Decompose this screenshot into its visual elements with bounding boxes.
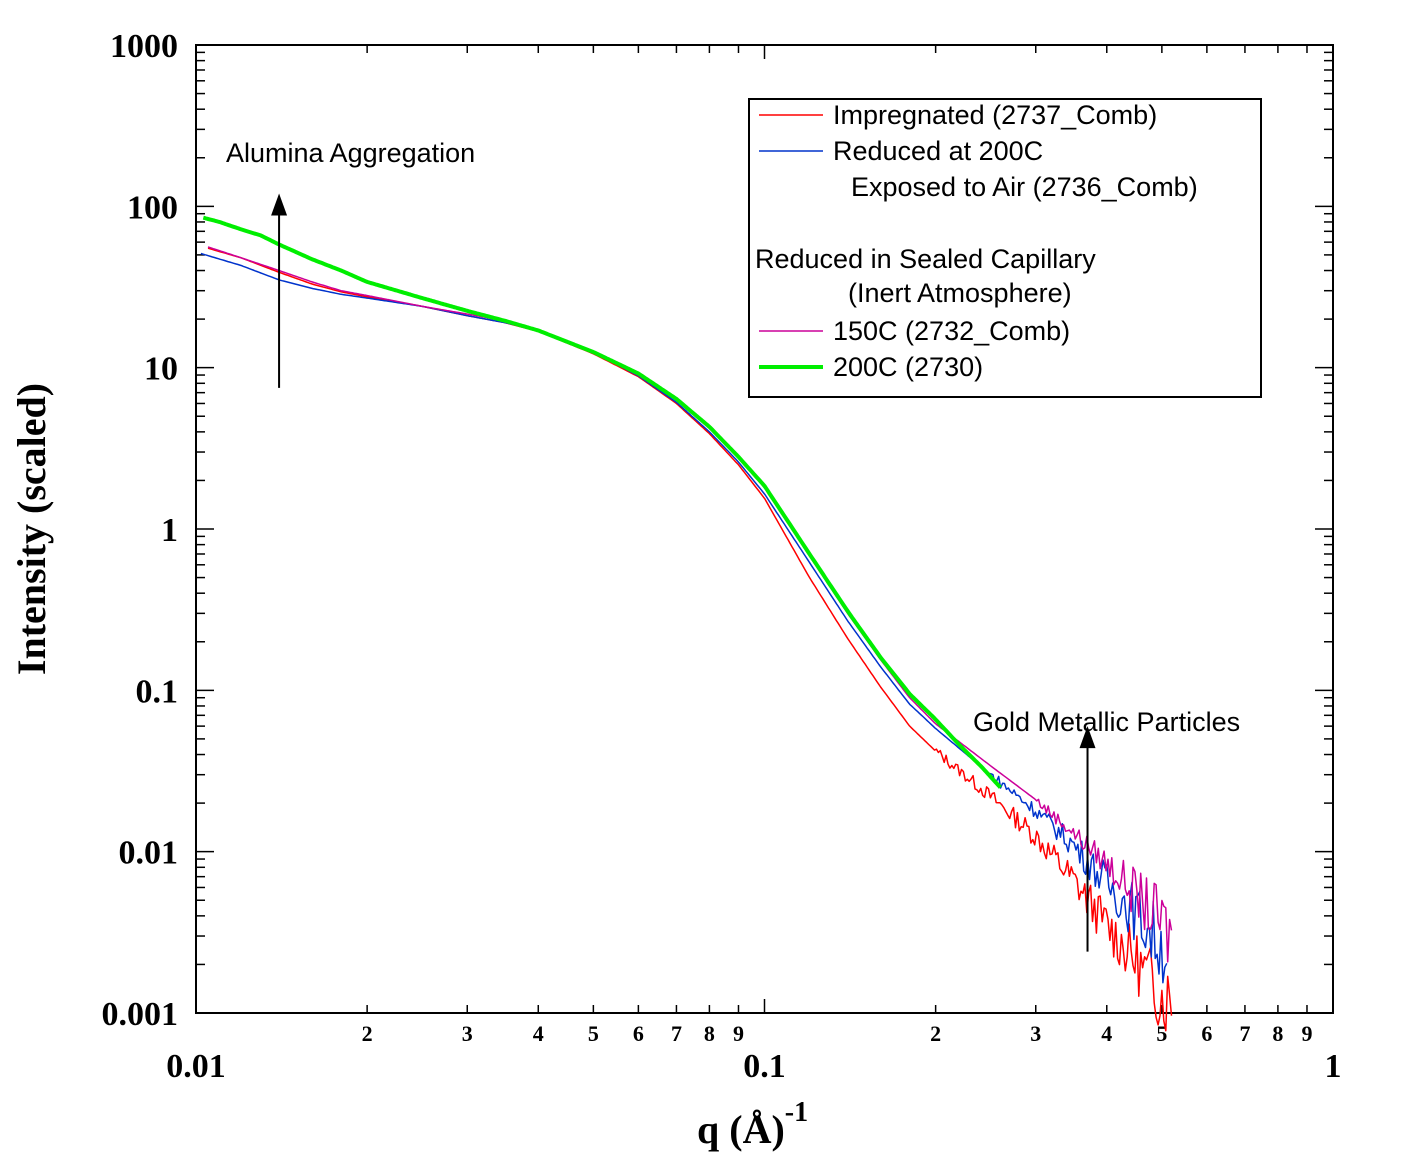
x-minor-tick-label: 5 [588,1021,599,1046]
annotation-arrow-head [1079,726,1096,749]
legend-entry-text: Exposed to Air (2736_Comb) [851,172,1198,202]
annotations: Alumina Aggregation Gold Metallic Particl… [226,138,1240,952]
legend-entry-text: Reduced in Sealed Capillary [755,244,1096,274]
y-axis-label: Intensity (scaled) [9,383,54,675]
x-minor-tick-label: 3 [462,1021,473,1046]
legend-box [748,98,1262,398]
x-minor-tick-label: 2 [930,1021,941,1046]
x-minor-tick-label: 7 [1239,1021,1250,1046]
tick-labels: 0.01 0.1 12 3 4 5 6 7 8 9 2 3 4 5 6 7 8 90.0010.010.11101… [102,28,1342,1085]
legend: Impregnated (2737_Comb) Reduced at 200C Ex… [748,98,1262,398]
series-line-1 [200,252,1168,984]
x-minor-tick-label: 9 [1301,1021,1312,1046]
legend-entry-text: 200C (2730) [833,352,983,382]
x-major-tick-label: 0.1 [743,1048,786,1085]
x-axis-label-text: q (Å) [697,1107,785,1152]
x-minor-tick-label: 3 [1030,1021,1041,1046]
x-axis-label: q (Å)-1 [697,1097,808,1152]
x-axis-label-superscript: -1 [785,1097,808,1128]
annotation-arrow-head [271,193,288,216]
legend-entry-text: Impregnated (2737_Comb) [833,100,1157,130]
legend-entry-text: Reduced at 200C [833,136,1043,166]
legend-entry-text: (Inert Atmosphere) [848,278,1072,308]
annotation-text: Alumina Aggregation [226,138,475,168]
y-major-tick-label: 1 [161,512,178,549]
x-minor-tick-label: 7 [671,1021,682,1046]
x-minor-tick-label: 5 [1156,1021,1167,1046]
x-minor-tick-label: 9 [733,1021,744,1046]
x-minor-tick-label: 4 [1101,1021,1112,1046]
annotation-text: Gold Metallic Particles [973,707,1240,737]
y-major-tick-label: 0.01 [119,835,179,872]
y-major-tick-label: 0.001 [102,996,179,1033]
series-line-0 [207,247,1173,1032]
x-minor-tick-label: 8 [1272,1021,1283,1046]
y-major-tick-label: 0.1 [136,673,179,710]
y-major-tick-label: 1000 [110,28,178,65]
x-minor-tick-label: 8 [704,1021,715,1046]
x-major-tick-label: 1 [1325,1048,1342,1085]
y-major-tick-label: 100 [127,189,178,226]
x-minor-tick-label: 6 [1201,1021,1212,1046]
x-minor-tick-label: 6 [633,1021,644,1046]
y-major-tick-label: 10 [144,351,178,388]
x-minor-tick-label: 4 [533,1021,544,1046]
legend-entry-text: 150C (2732_Comb) [833,316,1070,346]
axis-ticks [195,45,1333,1014]
series-layer [200,215,1173,1032]
x-minor-tick-label: 2 [362,1021,373,1046]
series-line-3 [202,215,1002,789]
x-major-tick-label: 0.01 [166,1048,226,1085]
